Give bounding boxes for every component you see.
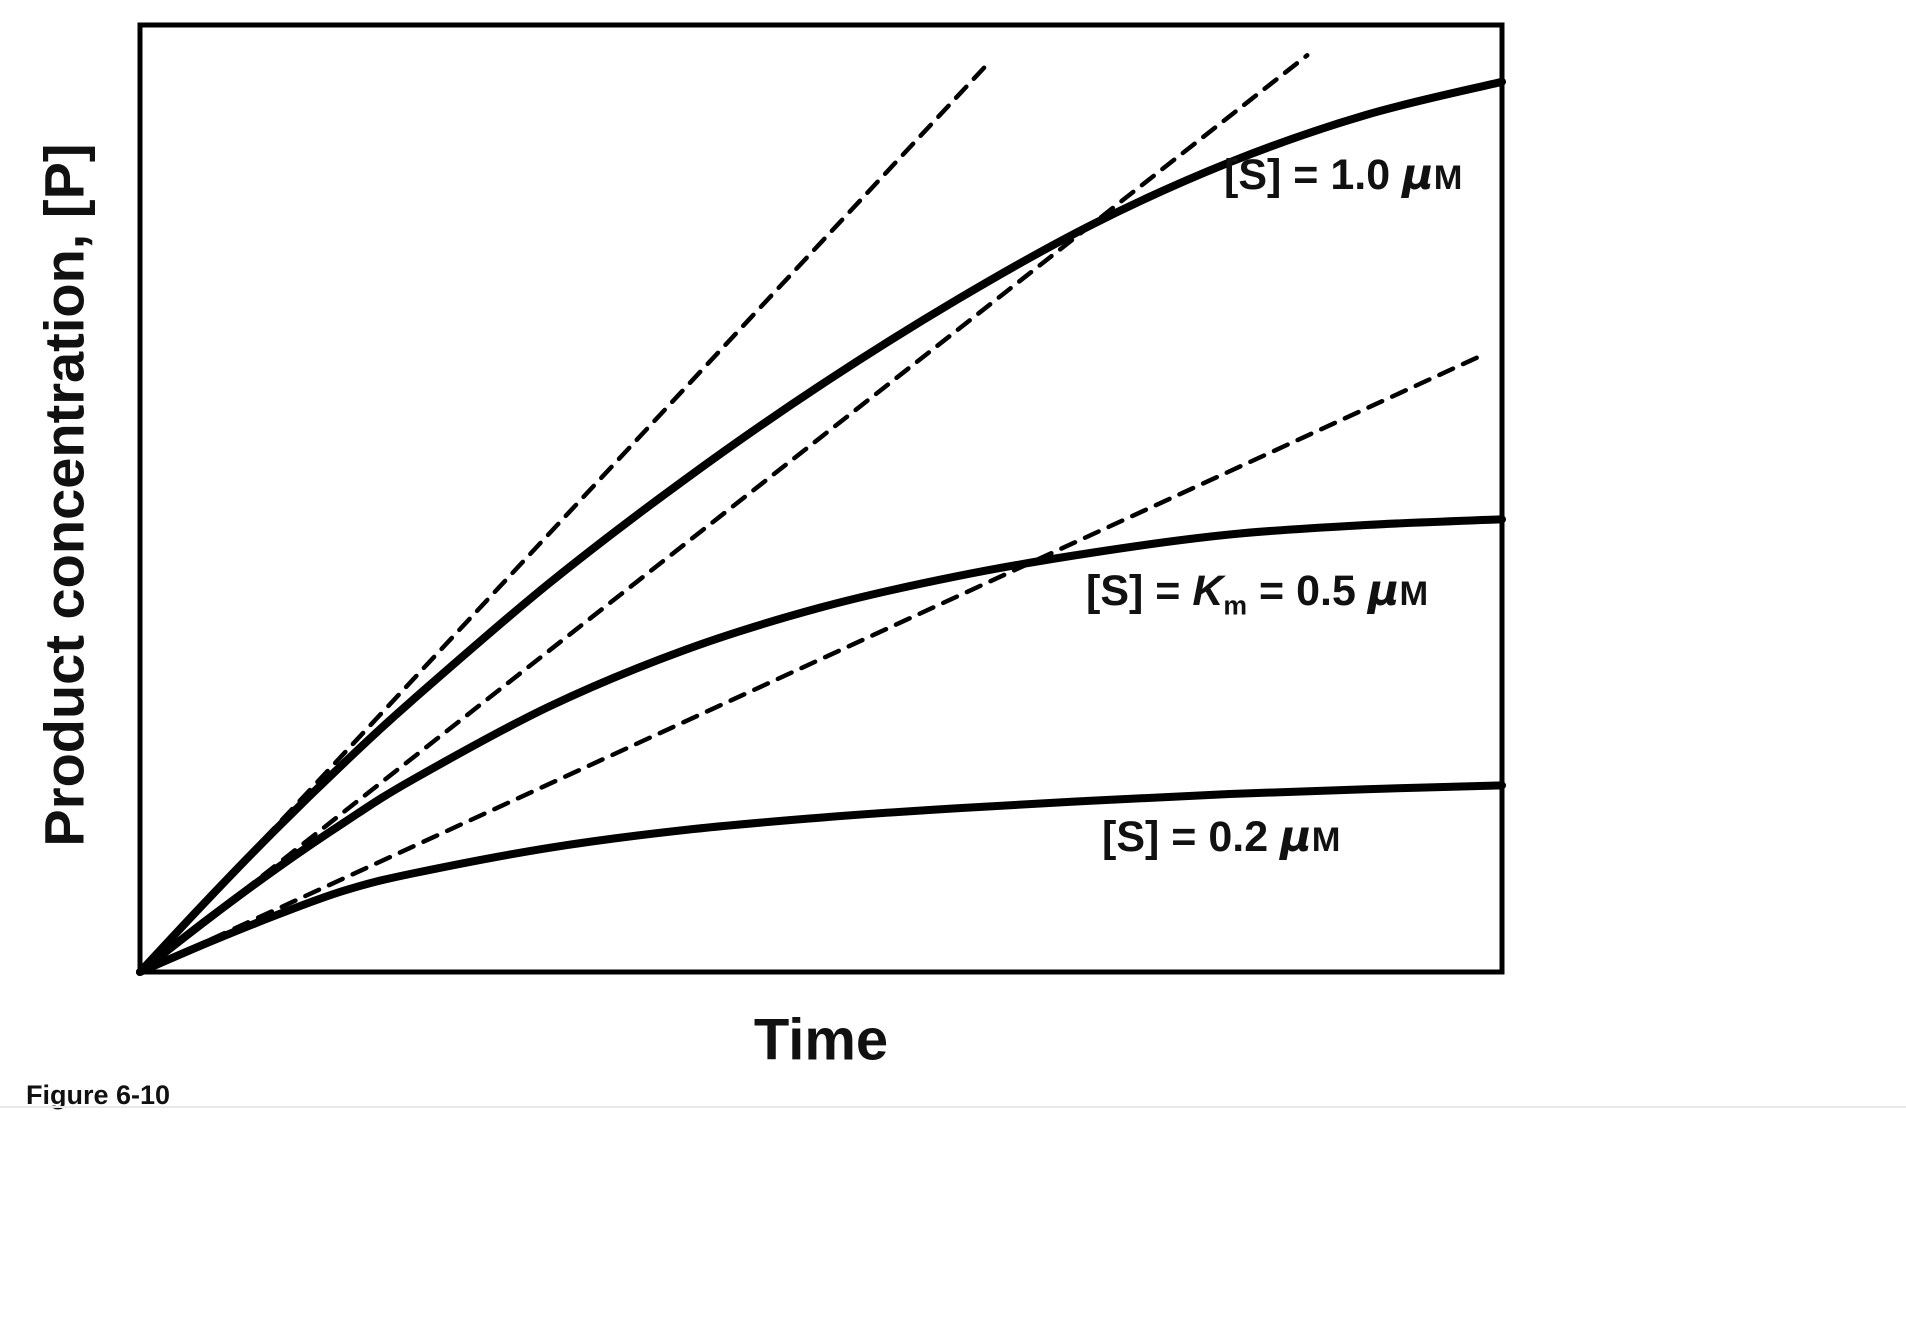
label-part-equals: = <box>1281 151 1331 199</box>
label-part-km-sub: m <box>1223 590 1248 621</box>
x-axis-label: Time <box>753 1007 889 1073</box>
label-part-bracket: [S] <box>1224 151 1282 199</box>
y-axis-label: Product concentration, [P] <box>32 143 96 847</box>
label-part-molar: M <box>1311 821 1342 859</box>
curve-s-0.2 <box>136 781 1506 976</box>
curve-s-0.5 <box>136 515 1506 976</box>
divider-line <box>0 1106 1906 1108</box>
label-part-km: K <box>1192 567 1224 615</box>
curves-group <box>136 53 1506 976</box>
label-part-bracket: [S] <box>1102 813 1160 861</box>
label-part-mu: μ <box>1367 566 1400 616</box>
curve-label-s-0.5: [S] = Km = 0.5 μM <box>1086 566 1429 622</box>
label-part-molar: M <box>1399 575 1430 613</box>
tangent-s-0.2 <box>137 353 1484 975</box>
label-part-mu: μ <box>1402 150 1434 200</box>
curve-label-s-0.2: [S] = 0.2 μM <box>1102 812 1341 868</box>
plot-frame <box>137 22 1505 975</box>
label-part-equals: = <box>1143 567 1193 615</box>
label-part-value: 1.0 <box>1330 151 1403 199</box>
label-part-bracket: [S] <box>1086 567 1144 615</box>
label-part-value: 0.2 <box>1208 813 1281 861</box>
label-part-mu: μ <box>1280 812 1312 862</box>
curve-s-1.0 <box>136 77 1506 976</box>
label-part-equals: = <box>1159 813 1209 861</box>
tangent-s-0.5 <box>137 53 1310 975</box>
label-part-value: 0.5 <box>1296 567 1368 615</box>
figure-caption: Figure 6-10 <box>26 1080 171 1110</box>
curve-label-s-1.0: [S] = 1.0 μM <box>1224 150 1463 206</box>
label-part-molar: M <box>1433 159 1464 197</box>
label-part-equals2: = <box>1247 567 1297 615</box>
